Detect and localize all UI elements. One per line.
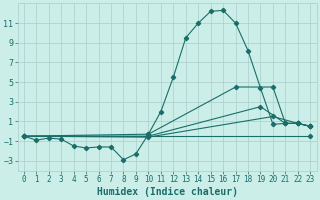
X-axis label: Humidex (Indice chaleur): Humidex (Indice chaleur)	[97, 186, 237, 197]
